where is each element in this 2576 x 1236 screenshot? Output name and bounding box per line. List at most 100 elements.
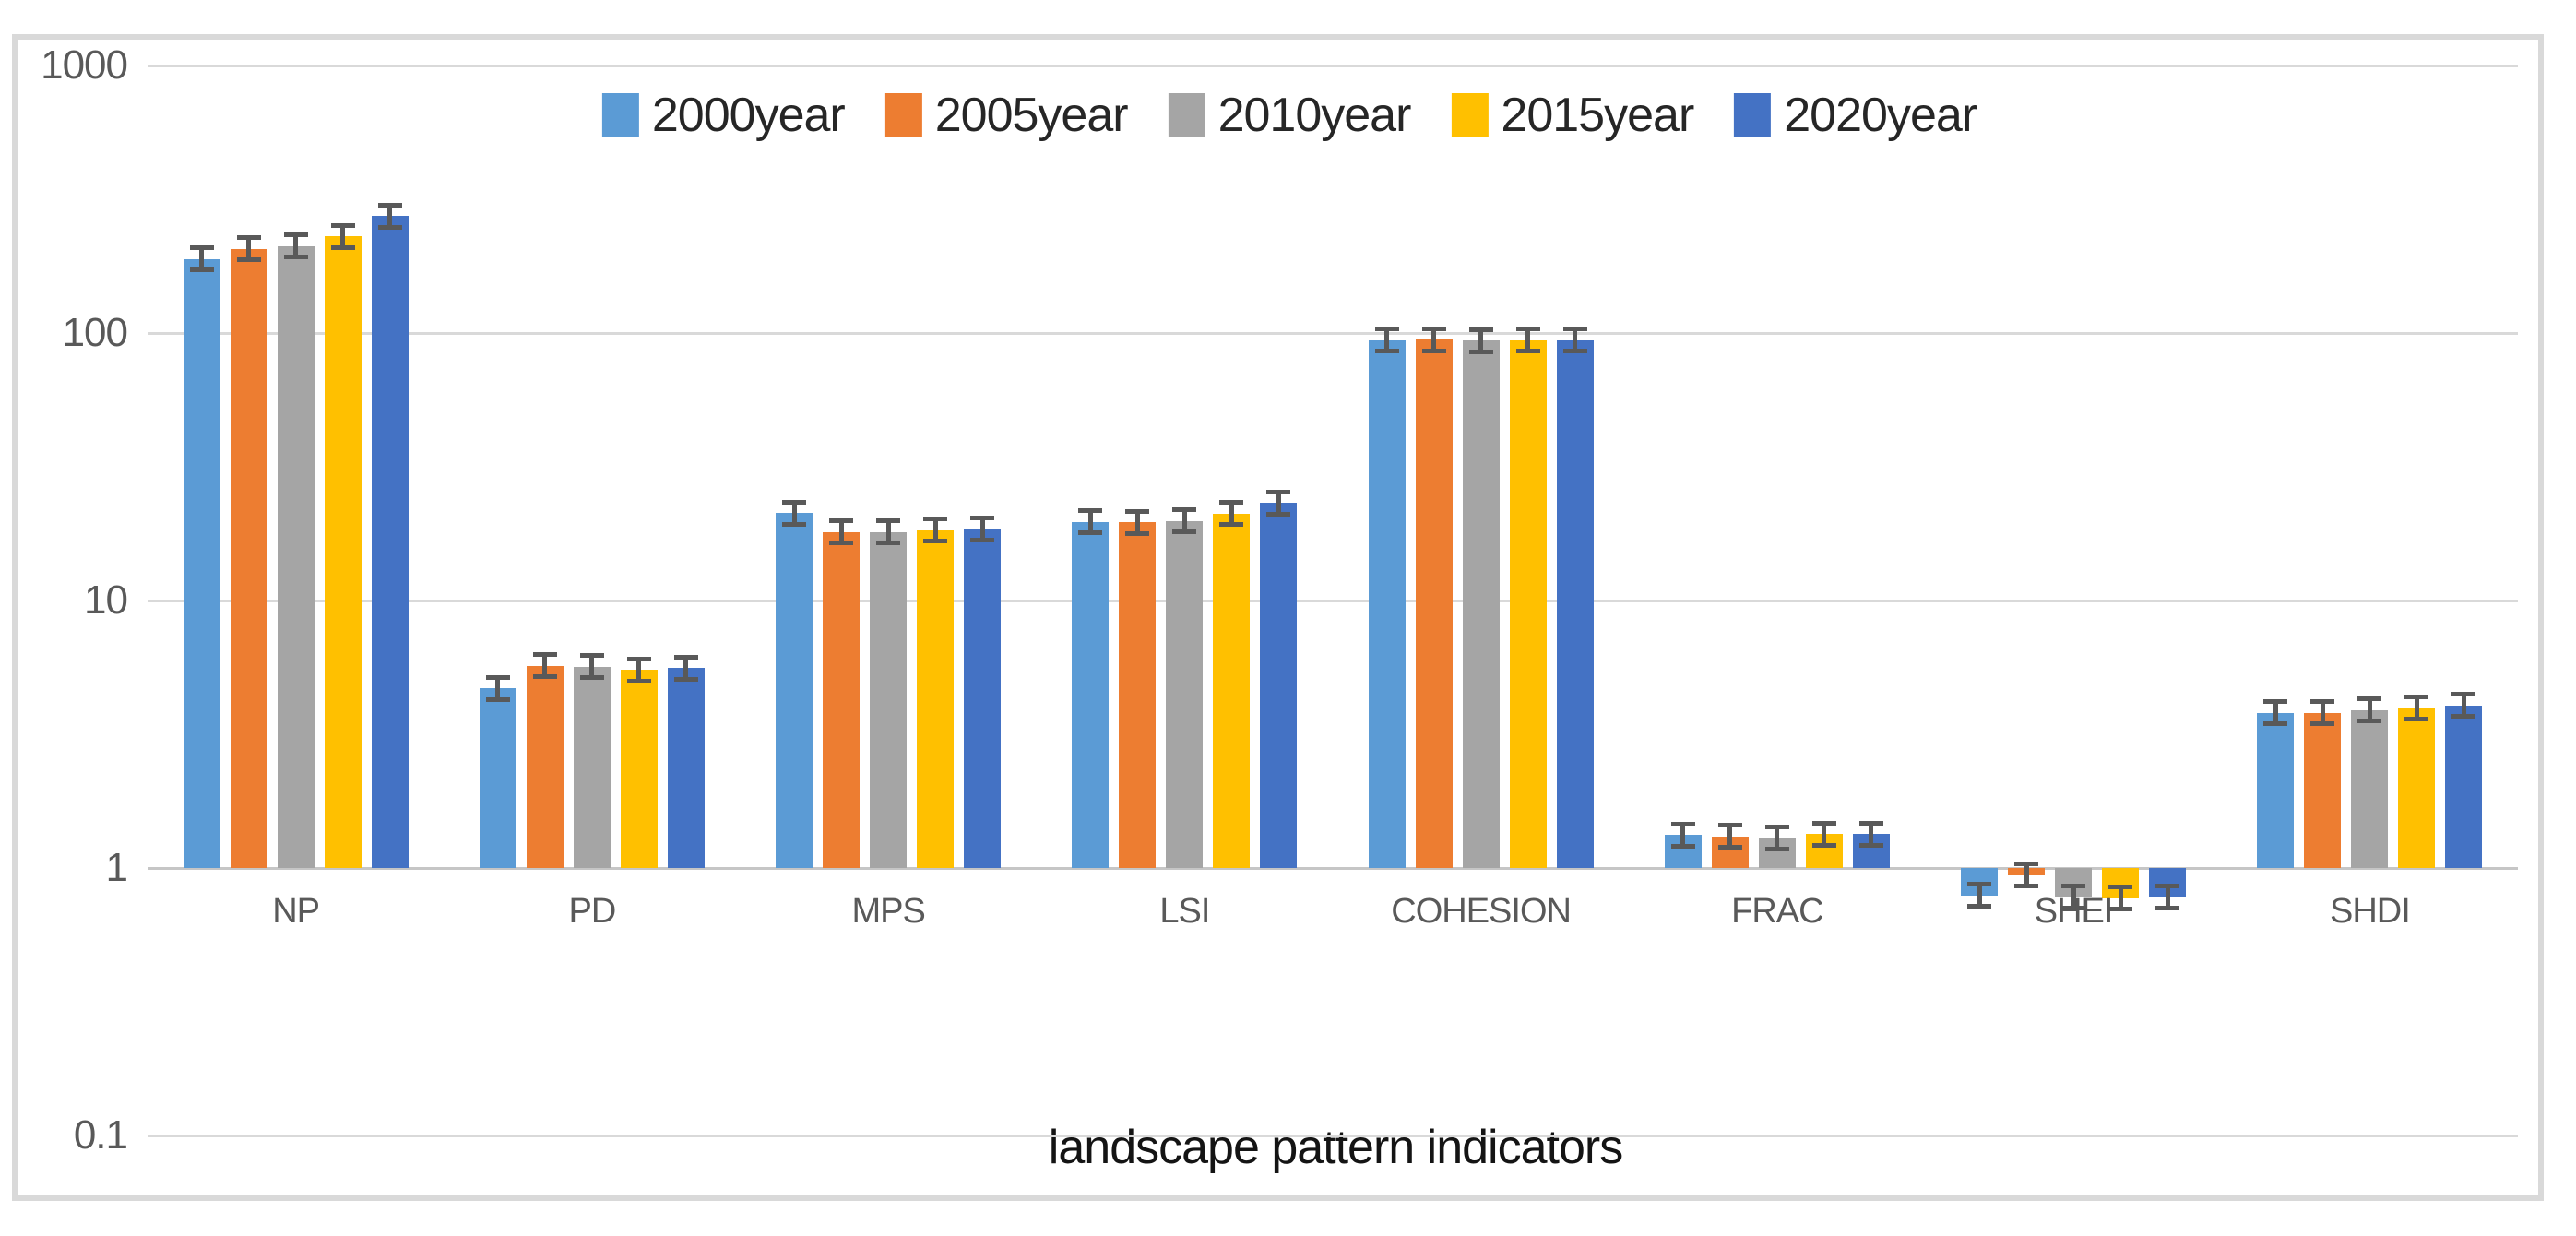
- error-bar-cap: [377, 224, 402, 230]
- bar-NP-2000year: [183, 258, 220, 868]
- error-bar: [979, 517, 985, 541]
- error-bar-cap: [2155, 883, 2180, 888]
- error-bar-cap: [1858, 820, 1883, 826]
- error-bar: [1181, 509, 1187, 532]
- error-bar-cap: [1266, 489, 1291, 494]
- legend-item-2010year: 2010year: [1168, 89, 1412, 142]
- error-bar: [2367, 698, 2372, 721]
- error-bar-cap: [1562, 327, 1587, 332]
- legend-swatch: [601, 93, 639, 137]
- legend-item-2020year: 2020year: [1734, 91, 1977, 139]
- error-bar-cap: [1125, 530, 1150, 536]
- error-bar-cap: [1078, 508, 1103, 514]
- bar-SHDI-2010year: [2351, 709, 2389, 868]
- error-bar-cap: [1764, 825, 1789, 830]
- error-bar: [1478, 329, 1484, 352]
- error-bar-cap: [923, 517, 948, 522]
- error-bar-cap: [829, 541, 854, 546]
- legend-label: 2000year: [651, 89, 846, 142]
- error-bar-cap: [532, 652, 557, 658]
- legend-swatch: [884, 93, 922, 137]
- error-bar-cap: [2263, 721, 2288, 727]
- error-bar: [1384, 328, 1390, 351]
- error-bar-cap: [1967, 882, 1992, 887]
- error-bar-cap: [532, 674, 557, 680]
- error-bar-cap: [1670, 843, 1695, 849]
- error-bar: [495, 677, 501, 700]
- error-bar-cap: [1374, 327, 1399, 332]
- error-bar-cap: [579, 653, 604, 659]
- error-bar-cap: [2014, 862, 2039, 867]
- error-bar: [1134, 511, 1140, 534]
- error-bar-cap: [782, 499, 807, 505]
- error-bar-cap: [2451, 714, 2476, 719]
- error-bar-cap: [1219, 500, 1244, 505]
- bar-MPS-2020year: [964, 529, 1002, 868]
- category-label-MPS: MPS: [851, 892, 925, 931]
- error-bar-cap: [876, 541, 901, 546]
- error-bar: [1431, 328, 1437, 351]
- error-bar-cap: [1515, 349, 1540, 354]
- error-bar-cap: [673, 654, 698, 660]
- bar-MPS-2000year: [776, 513, 813, 868]
- error-bar-cap: [673, 676, 698, 682]
- legend-label: 2005year: [934, 89, 1129, 142]
- error-bar: [246, 237, 252, 260]
- error-bar-cap: [876, 518, 901, 524]
- error-bar-cap: [923, 539, 948, 544]
- error-bar: [589, 655, 595, 678]
- error-bar-cap: [626, 678, 651, 683]
- error-bar: [838, 520, 844, 543]
- gridline-0.1: [148, 1134, 2518, 1137]
- error-bar: [1869, 823, 1874, 846]
- legend-label: 2010year: [1217, 89, 1412, 142]
- error-bar-cap: [1172, 507, 1197, 513]
- error-bar: [387, 205, 393, 228]
- error-bar: [2071, 885, 2076, 909]
- bar-PD-2010year: [573, 666, 611, 868]
- error-bar-cap: [189, 267, 214, 273]
- error-bar-cap: [189, 245, 214, 251]
- category-label-PD: PD: [568, 892, 616, 931]
- error-bar-cap: [2451, 692, 2476, 697]
- error-bar-cap: [485, 696, 510, 702]
- bar-SHDI-2015year: [2398, 707, 2436, 868]
- error-bar: [2414, 696, 2419, 719]
- bar-COHESION-2020year: [1556, 339, 1594, 868]
- legend-item-2000year: 2000year: [601, 89, 846, 142]
- error-bar-cap: [2061, 883, 2086, 888]
- category-label-COHESION: COHESION: [1391, 892, 1572, 931]
- error-bar: [340, 225, 346, 248]
- error-bar-cap: [377, 202, 402, 208]
- chart-legend: 2000year 2005year 2010year 2015year 2020year: [601, 89, 1977, 142]
- error-bar: [683, 657, 689, 680]
- error-bar: [2461, 694, 2466, 717]
- error-bar-cap: [1515, 327, 1540, 332]
- error-bar-cap: [1219, 522, 1244, 528]
- error-bar-cap: [1811, 820, 1836, 826]
- bar-MPS-2015year: [917, 529, 955, 868]
- legend-item-2005year: 2005year: [884, 89, 1129, 142]
- y-axis-tick-label: 10: [84, 577, 128, 623]
- error-bar-cap: [1562, 349, 1587, 354]
- error-bar-cap: [2404, 717, 2429, 722]
- error-bar-cap: [1374, 349, 1399, 354]
- bar-SHDI-2005year: [2304, 712, 2342, 868]
- error-bar: [1573, 328, 1578, 351]
- error-bar: [885, 520, 891, 543]
- y-axis-tick-label: 0.1: [73, 1112, 128, 1158]
- error-bar-cap: [829, 518, 854, 524]
- legend-label: 2015year: [1501, 89, 1694, 142]
- bar-PD-2000year: [479, 688, 516, 868]
- error-bar-cap: [236, 235, 261, 241]
- error-bar: [2273, 701, 2278, 724]
- legend-label: 2020year: [1784, 89, 1977, 142]
- error-bar-cap: [2404, 695, 2429, 700]
- bar-MPS-2005year: [823, 531, 861, 868]
- error-bar: [1727, 825, 1733, 848]
- error-bar: [199, 247, 205, 270]
- error-bar-cap: [1967, 904, 1992, 909]
- error-bar-cap: [1468, 349, 1493, 354]
